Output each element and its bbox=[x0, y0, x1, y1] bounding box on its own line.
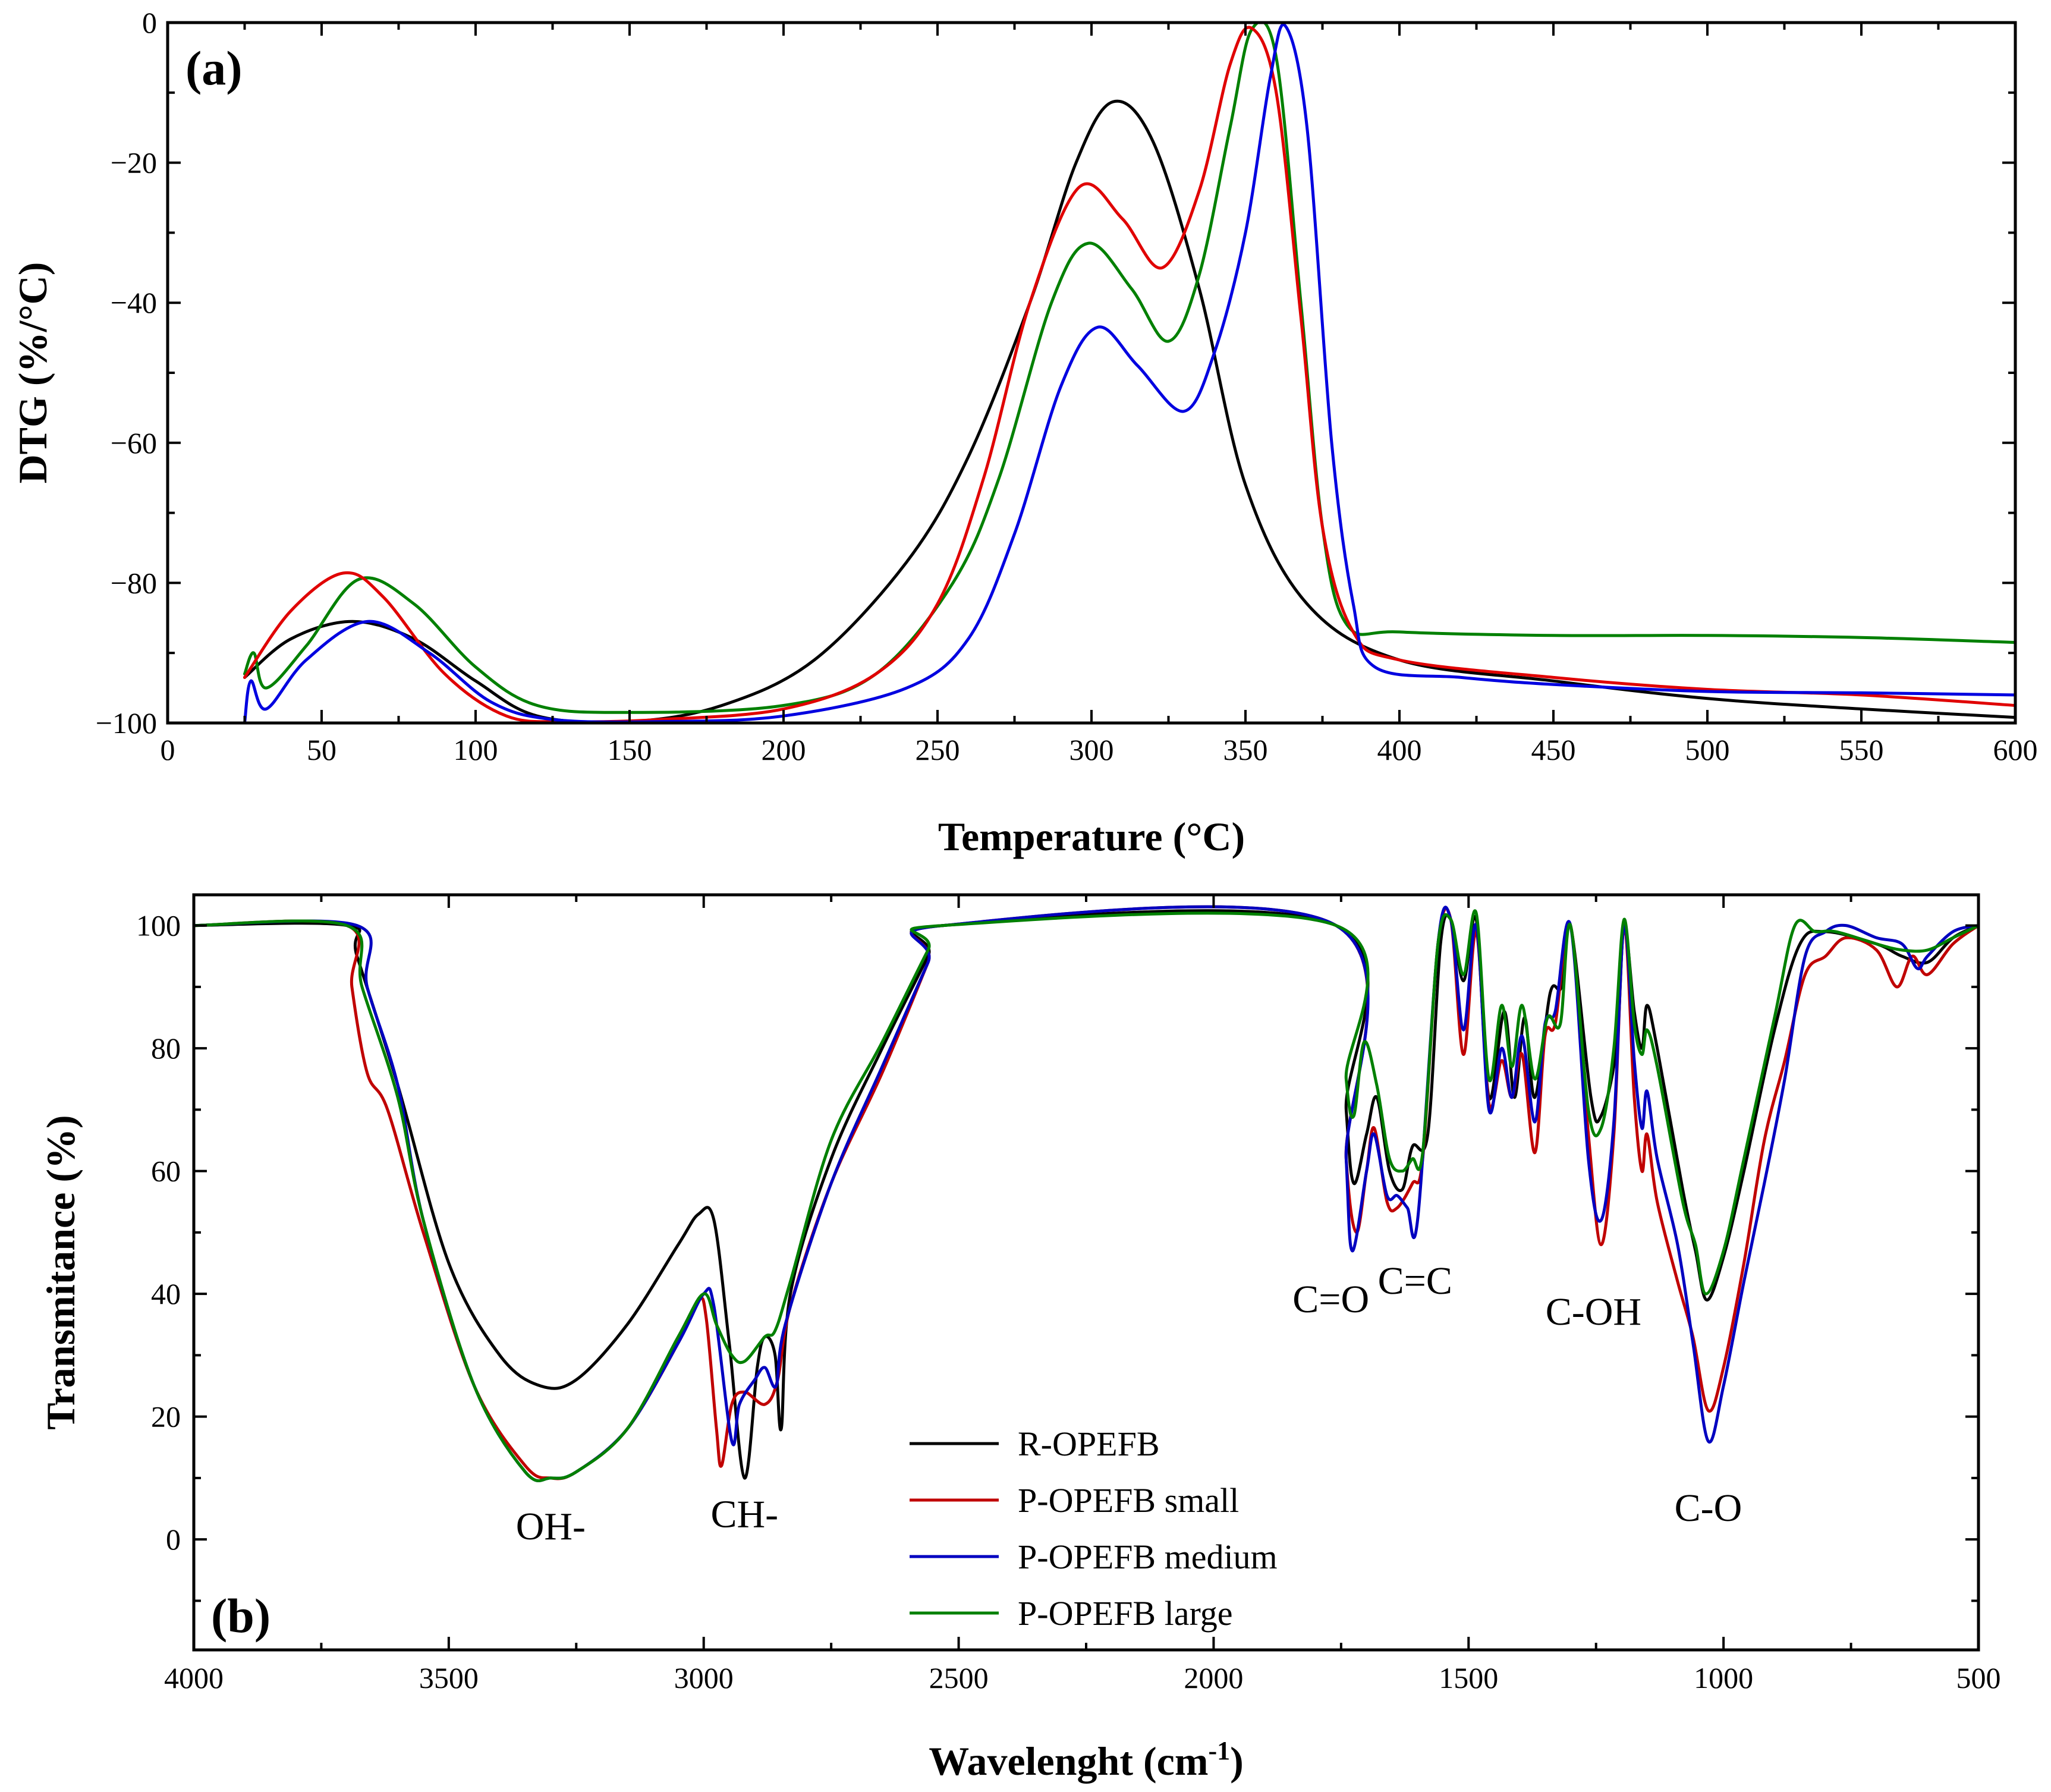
panel-b-annotation-c-c: C=C bbox=[1378, 1259, 1452, 1303]
panel-b-x-tick-label: 1500 bbox=[1439, 1661, 1498, 1694]
panel-a-x-axis-title: Temperature (°C) bbox=[938, 814, 1245, 859]
panel-a-label: (a) bbox=[185, 41, 243, 95]
panel-b-series-r-opefb bbox=[194, 909, 1978, 1480]
panel-b-plot-frame bbox=[192, 893, 1980, 1652]
panel-b-series-p-opefb-small bbox=[194, 905, 1978, 1480]
panel-b-annotation-c-o: C-O bbox=[1675, 1486, 1742, 1530]
panel-b-annotation-c-o: C=O bbox=[1292, 1278, 1369, 1321]
panel-a-x-tick-label: 0 bbox=[161, 733, 175, 766]
panel-a-x-tick-label: 100 bbox=[454, 733, 498, 766]
panel-b-x-tick-label: 3000 bbox=[674, 1661, 734, 1694]
panel-a-x-tick-label: 500 bbox=[1685, 733, 1730, 766]
panel-a-x-tick-label: 250 bbox=[916, 733, 960, 766]
panel-b-series-p-opefb-large bbox=[194, 909, 1978, 1483]
panel-b-annotation-c-oh: C-OH bbox=[1546, 1290, 1641, 1334]
panel-a-x-tick-label: 400 bbox=[1377, 733, 1422, 766]
panel-b-y-axis-title: Transmitance (%) bbox=[38, 1115, 83, 1429]
panel-b-series-group bbox=[194, 905, 1978, 1483]
panel-b-annotation-ch: CH- bbox=[710, 1492, 778, 1536]
panel-a-y-tick-label: 0 bbox=[142, 6, 157, 39]
panel-b-x-tick-label: 1000 bbox=[1694, 1661, 1753, 1694]
panel-a-x-tick-label: 300 bbox=[1069, 733, 1114, 766]
panel-b-ticks: 4000 3500 3000 2500 2000 1500 1000 500 0 20 40 60 80… bbox=[136, 895, 2001, 1694]
panel-a-y-tick-label: −60 bbox=[111, 426, 157, 460]
panel-a-x-tick-label: 450 bbox=[1531, 733, 1576, 766]
panel-a-y-tick-label: −20 bbox=[111, 146, 157, 180]
panel-a-x-tick-label: 200 bbox=[762, 733, 806, 766]
panel-b-x-tick-label: 3500 bbox=[419, 1661, 479, 1694]
panel-b-y-tick-label: 40 bbox=[151, 1277, 181, 1310]
panel-b-x-axis-title: Wavelenght (cm-1) bbox=[929, 1736, 1244, 1784]
panel-a-ticks: 0 50 100 150 200 250 300 350 400 450 500 550 600 −100… bbox=[96, 6, 2038, 766]
panel-b-annotations: OH- CH- C=O C=C C-OH C-O bbox=[516, 1259, 1742, 1548]
panel-a-x-tick-label: 350 bbox=[1223, 733, 1268, 766]
panel-b-x-tick-label: 2500 bbox=[929, 1661, 989, 1694]
panel-a-dtg-chart: 0 50 100 150 200 250 300 350 400 450 500 550 600 −100… bbox=[10, 6, 2038, 859]
panel-b-x-axis-title-end: ) bbox=[1230, 1738, 1244, 1784]
panel-a-y-tick-label: −80 bbox=[111, 566, 157, 599]
panel-a-x-tick-label: 150 bbox=[608, 733, 652, 766]
panel-b-legend: R-OPEFB P-OPEFB small P-OPEFB medium P-OPEF… bbox=[910, 1425, 1278, 1633]
panel-b-y-tick-label: 60 bbox=[151, 1155, 181, 1188]
legend-label-r-opefb: R-OPEFB bbox=[1018, 1425, 1160, 1463]
panel-b-x-axis-title-main: Wavelenght (cm bbox=[929, 1738, 1208, 1784]
panel-a-x-tick-label: 550 bbox=[1839, 733, 1884, 766]
panel-b-ftir-chart: 4000 3500 3000 2500 2000 1500 1000 500 0 20 40 60 80… bbox=[38, 893, 2001, 1784]
panel-a-series-p-opefb-small bbox=[243, 26, 2015, 723]
legend-label-p-opefb-large: P-OPEFB large bbox=[1018, 1594, 1232, 1633]
panel-b-x-tick-label: 4000 bbox=[164, 1661, 224, 1694]
panel-a-y-tick-label: −40 bbox=[111, 286, 157, 319]
panel-a-series-r-opefb bbox=[243, 99, 2015, 723]
panel-a-y-axis-title: DTG (%/°C) bbox=[10, 262, 55, 484]
panel-a-x-tick-label: 50 bbox=[307, 733, 336, 766]
panel-b-label: (b) bbox=[211, 1589, 270, 1643]
panel-b-y-tick-label: 0 bbox=[166, 1523, 181, 1556]
legend-label-p-opefb-small: P-OPEFB small bbox=[1018, 1481, 1239, 1520]
panel-a-x-tick-label: 600 bbox=[1993, 733, 2038, 766]
panel-b-annotation-oh: OH- bbox=[516, 1505, 586, 1548]
panel-b-y-tick-label: 20 bbox=[151, 1400, 181, 1433]
panel-b-y-tick-label: 80 bbox=[151, 1032, 181, 1065]
panel-b-series-p-opefb-medium bbox=[194, 905, 1978, 1483]
panel-a-y-tick-label: −100 bbox=[96, 706, 157, 740]
legend-label-p-opefb-medium: P-OPEFB medium bbox=[1018, 1538, 1278, 1576]
panel-a-series-p-opefb-medium bbox=[243, 23, 2015, 723]
panel-b-x-axis-title-sup: -1 bbox=[1208, 1736, 1230, 1765]
panel-b-y-tick-label: 100 bbox=[136, 909, 181, 942]
panel-b-x-tick-label: 500 bbox=[1956, 1661, 2001, 1694]
panel-a-series-group bbox=[243, 23, 2015, 723]
panel-a-series-p-opefb-large bbox=[243, 23, 2015, 714]
panel-b-x-tick-label: 2000 bbox=[1184, 1661, 1243, 1694]
